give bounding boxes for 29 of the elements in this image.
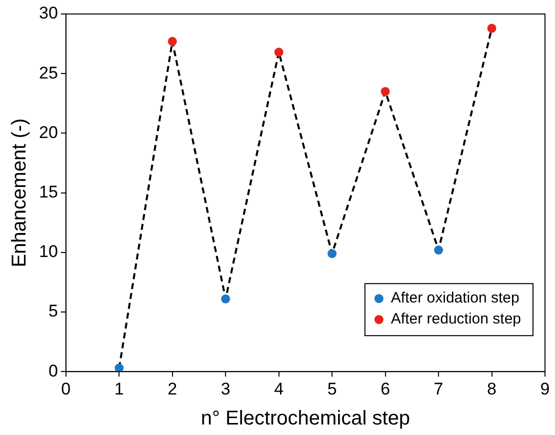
point [487,24,496,33]
y-tick-label: 20 [38,122,58,142]
x-axis-title: n° Electrochemical step [200,408,410,430]
point [380,86,390,96]
point [328,249,337,258]
legend-label: After oxidation step [390,290,520,307]
x-tick-label: 7 [434,379,444,398]
point [114,364,124,372]
y-tick-label: 5 [48,302,58,321]
point [168,36,177,46]
y-axis-title: Enhancement (-) [8,118,31,268]
legend-label: After reduction step [390,310,522,328]
y-tick-label: 25 [38,63,58,82]
x-tick-label: 2 [168,379,178,398]
x-tick-label: 0 [61,379,71,398]
y-tick-label: 30 [38,4,58,23]
x-tick-label: 6 [380,379,390,398]
x-tick-label: 9 [540,379,550,398]
point [274,48,284,57]
point [434,246,444,255]
x-tick-label: 3 [220,379,230,398]
y-tick-label: 15 [38,182,58,202]
y-tick-label: 10 [38,242,58,262]
x-tick-label: 8 [487,379,496,398]
x-tick-label: 5 [327,379,337,398]
x-tick-label: 4 [274,379,284,398]
y-tick-label: 0 [48,361,58,380]
point [221,294,230,304]
x-tick-label: 1 [114,379,124,398]
